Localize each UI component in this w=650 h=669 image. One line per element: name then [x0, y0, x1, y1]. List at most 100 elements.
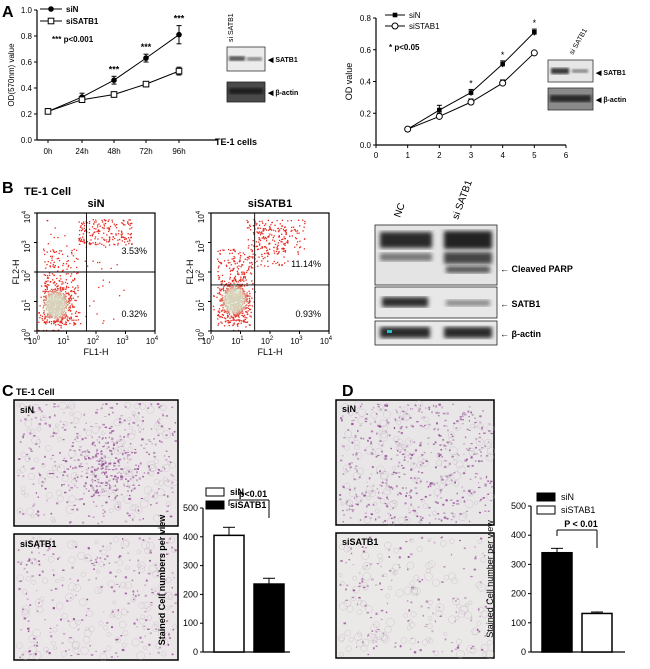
scatter-point	[232, 316, 235, 318]
stained-cell	[149, 632, 152, 635]
stained-cell	[124, 576, 128, 579]
stained-cell	[366, 611, 369, 614]
scatter-point	[246, 292, 248, 294]
stained-cell	[130, 489, 133, 492]
stained-cell	[78, 498, 81, 501]
scatter-point	[255, 241, 258, 243]
x-tick-label: 0h	[44, 147, 53, 156]
stained-cell	[87, 547, 90, 550]
pore	[373, 502, 378, 507]
scatter-point	[110, 232, 112, 235]
stained-cell	[438, 455, 441, 458]
stained-cell	[410, 503, 413, 506]
stained-cell	[66, 406, 69, 409]
scatter-point	[46, 321, 48, 323]
stained-cell	[107, 495, 111, 498]
scatter-point	[70, 290, 73, 292]
scatter-point	[222, 307, 224, 309]
stained-cell	[439, 454, 442, 456]
pore	[46, 469, 55, 479]
pore	[449, 446, 458, 455]
scatter-point	[281, 248, 283, 250]
pore	[412, 477, 418, 483]
pore	[105, 457, 112, 464]
scatter-point	[263, 246, 266, 248]
pore	[147, 469, 155, 476]
stained-cell	[92, 489, 95, 491]
y-tick-label: 0.0	[360, 141, 372, 150]
stained-cell	[84, 456, 86, 459]
scatter-point	[240, 322, 242, 324]
scatter-point	[53, 236, 55, 239]
scatter-point	[74, 312, 77, 314]
scatter-point	[94, 231, 96, 233]
stained-cell	[98, 460, 100, 462]
stained-cell	[95, 450, 98, 453]
scatter-point	[70, 316, 72, 318]
stained-cell	[341, 419, 343, 422]
pore	[356, 639, 365, 648]
pore	[415, 400, 423, 409]
stained-cell	[135, 451, 137, 454]
stained-cell	[24, 418, 27, 421]
pore	[470, 647, 477, 654]
flow-title: siSATB1	[248, 198, 292, 210]
scatter-point	[278, 239, 281, 242]
scatter-point	[275, 262, 277, 265]
stained-cell	[50, 435, 52, 438]
scatter-point	[228, 313, 231, 315]
stained-cell	[401, 487, 404, 490]
stained-cell	[399, 427, 403, 430]
pore	[348, 436, 355, 444]
significance-mark: *	[469, 78, 473, 88]
scatter-point	[107, 220, 109, 223]
stained-cell	[62, 459, 65, 462]
scatter-point	[287, 241, 289, 243]
stained-cell	[145, 619, 148, 622]
scatter-point	[238, 265, 240, 267]
scatter-point	[40, 285, 43, 287]
stained-cell	[157, 472, 160, 475]
stained-cell	[159, 647, 161, 649]
scatter-point	[261, 255, 263, 258]
stained-cell	[381, 618, 383, 621]
stained-cell	[138, 572, 141, 575]
pore	[486, 424, 495, 433]
stained-cell	[435, 466, 437, 469]
stained-cell	[353, 478, 356, 481]
stained-cell	[123, 484, 125, 487]
stained-cell	[436, 496, 439, 498]
stained-cell	[167, 480, 170, 483]
pore	[448, 572, 457, 581]
scatter-point	[54, 288, 57, 291]
pore	[456, 638, 462, 645]
stained-cell	[342, 509, 344, 512]
pore	[485, 452, 495, 462]
scatter-point	[57, 320, 59, 322]
scatter-point	[61, 319, 63, 321]
stained-cell	[372, 484, 375, 487]
scatter-point	[74, 323, 77, 325]
pore	[370, 411, 378, 419]
scatter-point	[94, 243, 97, 245]
stained-cell	[150, 428, 153, 430]
stained-cell	[468, 520, 471, 523]
stained-cell	[414, 487, 417, 489]
y-tick-label: 0.8	[21, 32, 33, 41]
scatter-point	[253, 301, 255, 303]
pore	[383, 456, 388, 461]
stained-cell	[76, 437, 79, 440]
stained-cell	[419, 444, 422, 447]
scatter-point	[67, 260, 70, 262]
scatter-point	[124, 224, 126, 226]
scatter-point	[45, 284, 47, 287]
scatter-point	[233, 277, 236, 280]
scatter-point	[108, 219, 110, 221]
scatter-point	[237, 319, 239, 321]
scatter-point	[267, 219, 270, 222]
scatter-point	[128, 223, 130, 225]
stained-cell	[348, 462, 351, 466]
scatter-point	[44, 321, 47, 324]
pore	[108, 508, 114, 514]
stained-cell	[372, 406, 375, 409]
